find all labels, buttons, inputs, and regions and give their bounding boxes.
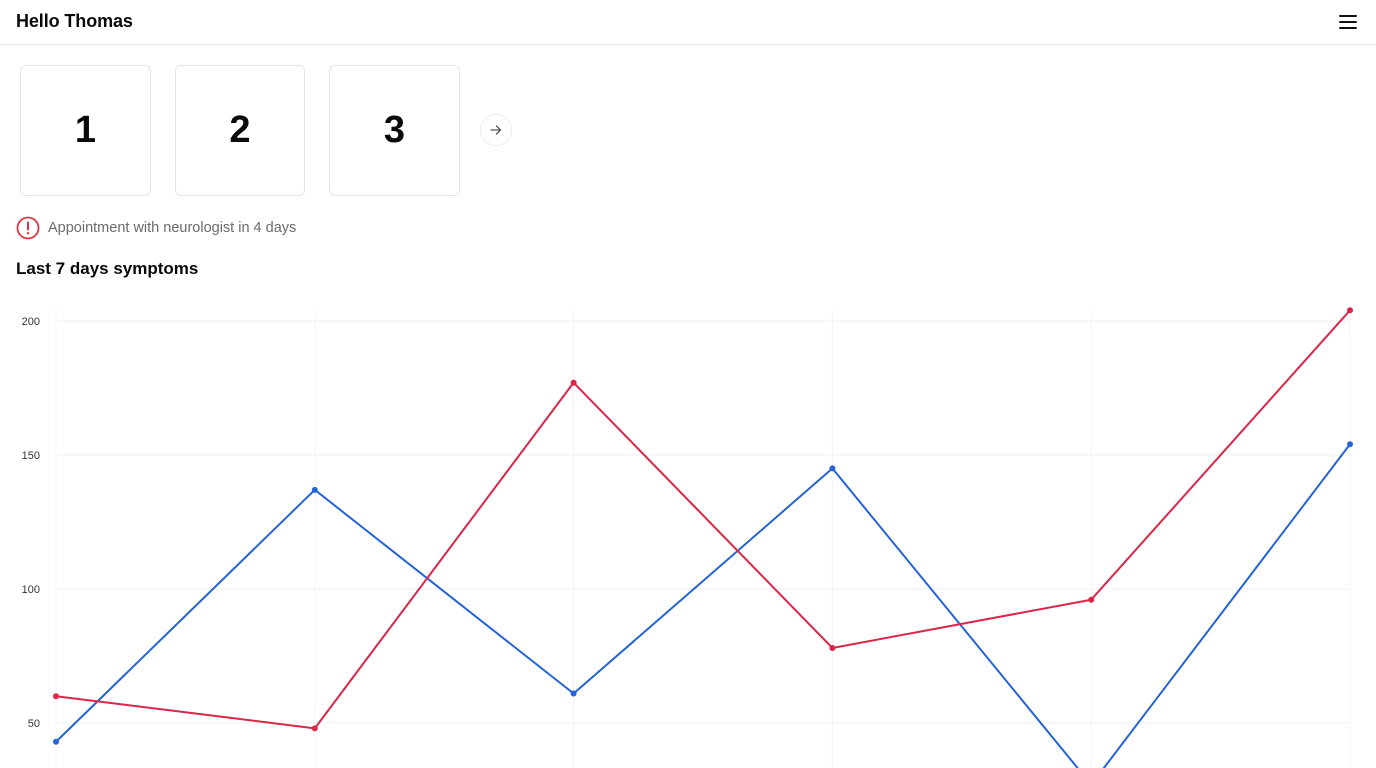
series-1-point-4: [1088, 596, 1095, 603]
y-tick-label-0: 50: [28, 718, 40, 730]
series-line-0: [55, 443, 1351, 768]
alert-circle-icon: [16, 216, 40, 240]
series-0-point-0: [53, 738, 59, 745]
series-1-point-3: [829, 644, 836, 651]
day-card-3[interactable]: 3: [329, 65, 460, 196]
series-0-point-5: [1347, 441, 1353, 448]
series-1-point-2: [570, 379, 577, 386]
series-1-point-5: [1347, 307, 1353, 314]
y-tick-label-1: 100: [22, 584, 40, 596]
day-card-1[interactable]: 1: [20, 65, 151, 196]
series-0-point-3: [829, 465, 836, 472]
day-card-2[interactable]: 2: [175, 65, 305, 196]
series-1-point-1: [311, 725, 318, 732]
series-0-point-1: [311, 486, 318, 493]
series-0-point-2: [570, 690, 577, 697]
appointment-alert: Appointment with neurologist in 4 days: [16, 216, 296, 240]
greeting-title: Hello Thomas: [16, 11, 133, 31]
hamburger-menu-icon: [1339, 15, 1357, 17]
section-title: Last 7 days symptoms: [16, 259, 199, 278]
y-tick-label-3: 200: [22, 316, 40, 328]
carousel-next-button[interactable]: [480, 114, 512, 146]
y-tick-label-2: 150: [22, 450, 40, 462]
arrow-right-icon: [490, 125, 502, 135]
series-line-1: [55, 309, 1351, 730]
alert-text: Appointment with neurologist in 4 days: [48, 220, 297, 236]
symptoms-line-chart: 50 100 150 200: [22, 307, 1353, 768]
series-1-point-0: [53, 693, 59, 700]
top-bar: Hello Thomas: [0, 0, 1376, 45]
menu-button[interactable]: [1336, 11, 1360, 33]
